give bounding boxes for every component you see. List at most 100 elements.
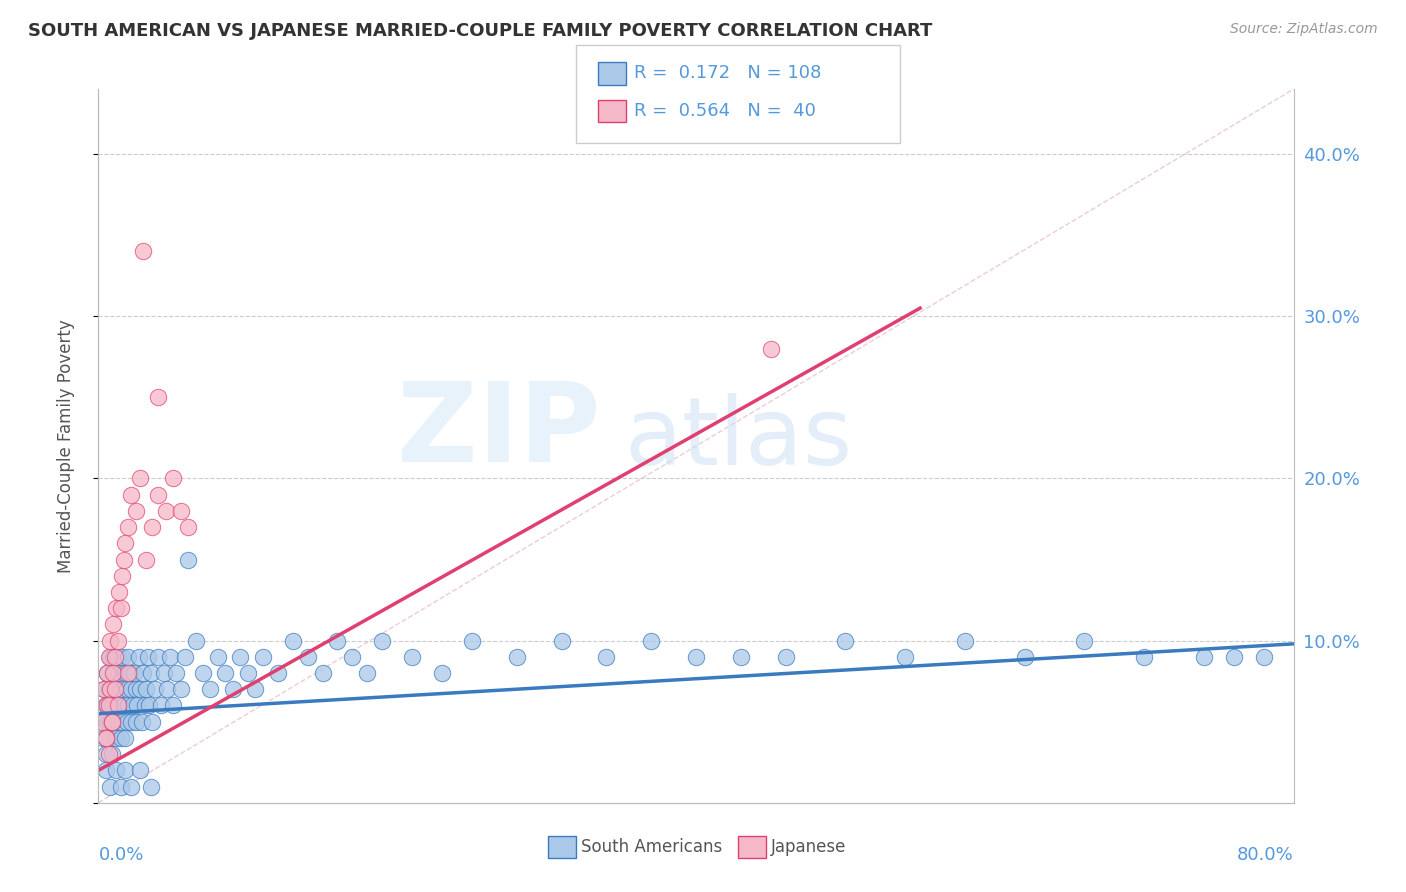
Point (107, 714, 129, 729)
Point (461, 633, 484, 648)
Point (953, 633, 976, 648)
Point (297, 649, 319, 664)
Point (1014, 649, 1036, 664)
Point (103, 649, 125, 664)
Point (96, 714, 118, 729)
Point (120, 488, 142, 502)
Point (118, 666, 141, 681)
Point (111, 649, 134, 664)
Point (143, 682, 166, 697)
Point (356, 666, 378, 681)
Point (191, 666, 214, 681)
Point (139, 666, 162, 681)
Point (430, 666, 453, 681)
Point (834, 633, 856, 648)
Point (174, 649, 197, 664)
Point (103, 666, 125, 681)
Point (141, 520, 163, 534)
Point (229, 649, 252, 664)
Point (131, 714, 153, 729)
Point (148, 390, 170, 404)
Point (107, 633, 129, 648)
Point (730, 649, 752, 664)
Point (104, 698, 127, 713)
Point (112, 698, 135, 713)
Point (506, 649, 529, 664)
Point (207, 649, 229, 664)
Point (222, 682, 245, 697)
Text: R =  0.564   N =  40: R = 0.564 N = 40 (634, 102, 815, 120)
Point (105, 682, 128, 697)
Point (103, 617, 125, 632)
Point (104, 649, 127, 664)
Point (159, 649, 181, 664)
Point (117, 698, 139, 713)
Point (104, 682, 127, 697)
Point (1192, 649, 1215, 664)
Point (326, 633, 349, 648)
Point (117, 520, 139, 534)
Point (114, 666, 136, 681)
Text: Source: ZipAtlas.com: Source: ZipAtlas.com (1230, 22, 1378, 37)
Point (94, 764, 117, 778)
Point (120, 780, 142, 794)
Point (165, 666, 187, 681)
Point (162, 698, 184, 713)
Point (371, 633, 394, 648)
Point (1253, 649, 1275, 664)
Point (114, 536, 136, 550)
Point (94, 747, 117, 761)
Point (138, 698, 160, 713)
Point (150, 698, 173, 713)
Point (155, 504, 177, 518)
Point (107, 649, 129, 664)
Point (98, 714, 122, 729)
Point (759, 342, 782, 356)
Point (94, 731, 117, 745)
Point (148, 488, 170, 502)
Point (124, 666, 146, 681)
Text: 80.0%: 80.0% (1237, 846, 1294, 863)
Point (135, 552, 157, 566)
Point (156, 682, 179, 697)
Point (110, 601, 132, 615)
Point (125, 714, 148, 729)
Point (111, 568, 134, 582)
Point (148, 649, 170, 664)
Point (98, 633, 122, 648)
Point (97, 731, 120, 745)
Point (128, 649, 150, 664)
Point (169, 504, 191, 518)
Point (141, 714, 163, 729)
Point (101, 747, 124, 761)
Text: atlas: atlas (624, 392, 852, 485)
Point (97, 649, 120, 664)
Point (775, 649, 797, 664)
Point (96, 666, 118, 681)
Text: Japanese: Japanese (770, 838, 846, 856)
Point (110, 682, 132, 697)
Point (98, 682, 122, 697)
Point (129, 764, 152, 778)
Point (94, 698, 117, 713)
Point (125, 504, 148, 518)
Point (894, 649, 917, 664)
Point (117, 649, 139, 664)
Point (139, 780, 162, 794)
Point (97, 747, 120, 761)
Point (132, 666, 155, 681)
Point (105, 601, 128, 615)
Point (114, 731, 136, 745)
Point (177, 552, 200, 566)
Point (105, 764, 128, 778)
Point (110, 731, 132, 745)
Point (112, 552, 135, 566)
Point (1133, 649, 1156, 664)
Point (108, 666, 131, 681)
Point (101, 714, 124, 729)
Point (98, 780, 122, 794)
Point (640, 633, 662, 648)
Point (94, 731, 117, 745)
Point (127, 698, 149, 713)
Text: ZIP: ZIP (396, 378, 600, 485)
